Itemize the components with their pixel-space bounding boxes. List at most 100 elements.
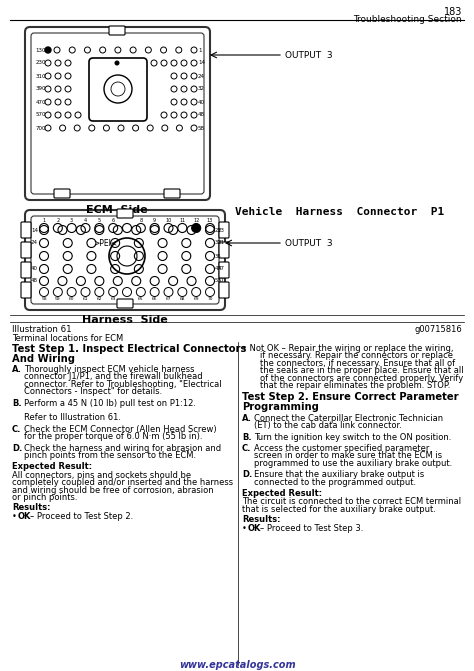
Text: 24: 24 <box>198 74 205 79</box>
Text: Troubleshooting Section: Troubleshooting Section <box>354 15 462 24</box>
Text: 390: 390 <box>36 87 46 91</box>
Text: Illustration 61: Illustration 61 <box>12 325 72 334</box>
Text: 2: 2 <box>56 217 59 223</box>
Text: Programming: Programming <box>242 402 319 412</box>
Text: 6: 6 <box>111 217 115 223</box>
Text: 13: 13 <box>207 217 213 223</box>
Text: 31: 31 <box>218 240 225 246</box>
FancyBboxPatch shape <box>117 299 133 308</box>
Circle shape <box>115 61 119 65</box>
FancyBboxPatch shape <box>21 282 31 298</box>
Text: 14: 14 <box>198 60 205 66</box>
FancyBboxPatch shape <box>117 209 133 218</box>
Text: 1: 1 <box>43 217 46 223</box>
Text: 230: 230 <box>36 60 46 66</box>
Text: 58: 58 <box>198 125 205 130</box>
Text: Check the harness and wiring for abrasion and: Check the harness and wiring for abrasio… <box>24 444 221 453</box>
Text: 14: 14 <box>31 227 38 232</box>
Text: Terminal locations for ECM: Terminal locations for ECM <box>12 334 123 343</box>
Text: 62: 62 <box>97 297 102 301</box>
Circle shape <box>191 223 201 232</box>
Text: A.: A. <box>12 365 22 374</box>
Text: that the repair eliminates the problem. STOP.: that the repair eliminates the problem. … <box>260 381 450 390</box>
Text: OUTPUT  3: OUTPUT 3 <box>285 238 333 248</box>
Text: – Proceed to Test Step 3.: – Proceed to Test Step 3. <box>260 523 364 533</box>
Text: or pinch points.: or pinch points. <box>12 493 78 502</box>
Text: 57: 57 <box>218 278 225 284</box>
FancyBboxPatch shape <box>25 27 210 200</box>
Text: Turn the ignition key switch to the ON position.: Turn the ignition key switch to the ON p… <box>254 433 451 442</box>
Text: 183: 183 <box>444 7 462 17</box>
Text: B.: B. <box>12 399 22 407</box>
Text: 31: 31 <box>215 240 222 246</box>
Text: Test Step 1. Inspect Electrical Connectors: Test Step 1. Inspect Electrical Connecto… <box>12 344 246 354</box>
Text: Expected Result:: Expected Result: <box>242 489 322 498</box>
Text: Results:: Results: <box>242 515 281 524</box>
Text: 9: 9 <box>153 217 156 223</box>
Text: 61: 61 <box>83 297 88 301</box>
Text: if necessary. Repair the connectors or replace: if necessary. Repair the connectors or r… <box>260 352 453 360</box>
Text: 470: 470 <box>36 99 46 105</box>
Text: A.: A. <box>242 414 252 423</box>
Text: 23: 23 <box>215 227 222 232</box>
Text: •: • <box>12 512 19 521</box>
Text: Access the customer specified parameter: Access the customer specified parameter <box>254 444 429 453</box>
Text: 67: 67 <box>166 297 171 301</box>
Text: Ensure that the auxiliary brake output is: Ensure that the auxiliary brake output i… <box>254 470 424 479</box>
Text: www.epcatalogs.com: www.epcatalogs.com <box>179 660 295 670</box>
FancyBboxPatch shape <box>21 262 31 278</box>
Text: (ET) to the cab data link connector.: (ET) to the cab data link connector. <box>254 421 402 430</box>
Text: OUTPUT  3: OUTPUT 3 <box>285 50 333 60</box>
Text: 8: 8 <box>139 217 142 223</box>
Text: g00715816: g00715816 <box>414 325 462 334</box>
Text: 1: 1 <box>198 48 201 52</box>
Text: Test Step 2. Ensure Correct Parameter: Test Step 2. Ensure Correct Parameter <box>242 393 459 403</box>
Text: OK: OK <box>18 512 31 521</box>
Text: ECM  Side: ECM Side <box>86 205 148 215</box>
Text: • Not OK – Repair the wiring or replace the wiring,: • Not OK – Repair the wiring or replace … <box>242 344 454 353</box>
FancyBboxPatch shape <box>219 242 229 258</box>
FancyBboxPatch shape <box>219 222 229 238</box>
Text: programmed to use the auxiliary brake output.: programmed to use the auxiliary brake ou… <box>254 459 452 468</box>
Text: that is selected for the auxiliary brake output.: that is selected for the auxiliary brake… <box>242 505 436 514</box>
FancyBboxPatch shape <box>219 262 229 278</box>
Text: 57: 57 <box>215 278 222 284</box>
Text: •: • <box>242 523 249 533</box>
Text: Thoroughly inspect ECM vehicle harness: Thoroughly inspect ECM vehicle harness <box>24 365 194 374</box>
Text: Perform a 45 N (10 lb) pull test on P1:12.: Perform a 45 N (10 lb) pull test on P1:1… <box>24 399 196 407</box>
FancyBboxPatch shape <box>31 33 204 194</box>
Text: completely coupled and/or inserted and the harness: completely coupled and/or inserted and t… <box>12 478 233 487</box>
FancyBboxPatch shape <box>219 282 229 298</box>
Text: Harness  Side: Harness Side <box>82 315 168 325</box>
Text: 700: 700 <box>36 125 46 130</box>
FancyBboxPatch shape <box>21 222 31 238</box>
Text: screen in order to make sure that the ECM is: screen in order to make sure that the EC… <box>254 452 442 460</box>
Text: D.: D. <box>242 470 252 479</box>
FancyBboxPatch shape <box>164 189 180 198</box>
Text: >PEI<: >PEI< <box>93 238 117 248</box>
Text: 36: 36 <box>215 254 222 258</box>
Text: C.: C. <box>12 425 21 433</box>
Text: 40: 40 <box>31 266 38 272</box>
Text: 11: 11 <box>179 217 185 223</box>
Text: 24: 24 <box>31 240 38 246</box>
Text: 66: 66 <box>152 297 157 301</box>
Text: 32: 32 <box>198 87 205 91</box>
Text: connector J1/P1, and the firewall bulkhead: connector J1/P1, and the firewall bulkhe… <box>24 372 202 381</box>
Text: for the proper torque of 6.0 N·m (55 lb in).: for the proper torque of 6.0 N·m (55 lb … <box>24 432 202 442</box>
Text: 310: 310 <box>36 74 46 79</box>
Text: 3: 3 <box>70 217 73 223</box>
Text: The circuit is connected to the correct ECM terminal: The circuit is connected to the correct … <box>242 497 461 507</box>
FancyBboxPatch shape <box>25 210 225 310</box>
FancyBboxPatch shape <box>109 26 125 35</box>
Text: 130: 130 <box>36 48 46 52</box>
Text: 60: 60 <box>69 297 74 301</box>
Text: 69: 69 <box>193 297 199 301</box>
Text: 58: 58 <box>41 297 47 301</box>
Text: B.: B. <box>242 433 252 442</box>
Text: D.: D. <box>12 444 22 453</box>
FancyBboxPatch shape <box>89 58 147 121</box>
Text: 65: 65 <box>138 297 144 301</box>
Text: Connect the Caterpillar Electronic Technician: Connect the Caterpillar Electronic Techn… <box>254 414 443 423</box>
Text: Connectors - Inspect" for details.: Connectors - Inspect" for details. <box>24 387 162 396</box>
